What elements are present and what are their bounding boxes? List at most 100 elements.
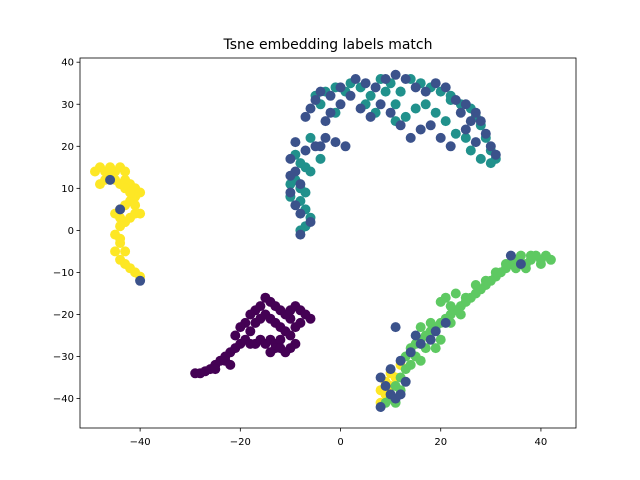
data-point-green-55	[455, 309, 466, 320]
data-point-green-39	[440, 292, 451, 303]
data-point-yellow-22	[135, 208, 146, 219]
y-tick-label: 30	[61, 100, 74, 111]
data-point-blue-17	[460, 99, 471, 110]
data-point-green-44	[480, 275, 491, 286]
data-point-green-46	[500, 259, 511, 269]
data-point-purple-6	[225, 359, 236, 370]
data-point-teal-37	[465, 145, 476, 156]
data-point-blue-55	[115, 204, 126, 215]
data-point-blue-77	[465, 116, 476, 127]
y-axis-ticks: −40 −30 −20 −10 0 10 20 30 40	[53, 58, 80, 405]
y-tick-label: −20	[53, 310, 74, 321]
data-point-blue-59	[440, 317, 451, 328]
data-point-blue-25	[445, 141, 456, 152]
data-point-blue-1	[305, 103, 316, 114]
data-point-blue-26	[435, 132, 446, 143]
data-point-blue-69	[375, 402, 386, 412]
data-point-blue-49	[295, 229, 306, 240]
data-point-teal-38	[450, 128, 461, 139]
data-point-teal-51	[305, 132, 316, 143]
data-point-purple-54	[195, 368, 206, 379]
data-point-blue-41	[290, 137, 301, 148]
data-point-blue-65	[375, 372, 386, 383]
data-point-teal-47	[460, 132, 471, 143]
y-tick-label: 0	[68, 226, 74, 237]
data-point-blue-42	[285, 153, 296, 164]
data-point-teal-12	[285, 179, 296, 190]
data-point-green-51	[435, 334, 446, 345]
data-point-blue-40	[300, 145, 311, 156]
data-point-purple-36	[260, 292, 271, 303]
data-point-purple-51	[230, 330, 241, 341]
data-point-green-43	[470, 280, 481, 290]
data-point-blue-11	[400, 74, 411, 84]
data-point-teal-3	[305, 166, 316, 177]
data-point-teal-36	[475, 153, 486, 164]
data-point-blue-73	[410, 330, 421, 341]
x-tick-label: 40	[535, 437, 548, 448]
data-point-blue-14	[430, 78, 441, 89]
data-point-blue-62	[405, 347, 416, 358]
y-tick-label: −30	[53, 352, 74, 363]
data-point-blue-50	[315, 141, 326, 152]
x-tick-label: 0	[337, 437, 343, 448]
x-axis-ticks: −40 −20 0 20 40	[130, 428, 548, 448]
data-point-green-49	[535, 259, 546, 269]
data-point-green-54	[425, 317, 436, 328]
x-tick-label: −20	[230, 437, 251, 448]
data-point-blue-52	[330, 137, 341, 148]
data-point-blue-12	[410, 82, 421, 93]
data-point-yellow-26	[110, 246, 121, 257]
data-point-teal-44	[390, 99, 401, 110]
data-point-blue-13	[420, 86, 431, 97]
data-point-blue-6	[350, 74, 361, 84]
data-point-blue-48	[305, 217, 316, 227]
data-point-purple-53	[210, 364, 221, 375]
data-point-blue-23	[470, 137, 481, 148]
y-tick-label: −10	[53, 268, 74, 279]
data-point-green-45	[490, 267, 501, 278]
data-point-teal-21	[365, 90, 376, 101]
data-point-teal-45	[380, 86, 391, 97]
y-tick-label: 40	[61, 58, 74, 69]
data-point-blue-38	[320, 116, 331, 127]
data-point-blue-66	[380, 381, 391, 391]
data-point-green-30	[415, 355, 426, 366]
data-point-yellow-38	[115, 233, 126, 244]
data-point-blue-15	[440, 82, 451, 93]
data-point-blue-18	[470, 107, 481, 118]
data-point-teal-43	[400, 111, 411, 122]
data-point-blue-74	[425, 334, 436, 345]
data-point-teal-42	[410, 103, 421, 114]
data-point-blue-8	[370, 82, 381, 93]
data-point-blue-61	[415, 338, 426, 349]
data-point-blue-35	[345, 90, 356, 101]
data-point-teal-52	[315, 153, 326, 164]
data-point-yellow-34	[95, 179, 105, 190]
data-point-purple-29	[285, 330, 296, 341]
data-point-blue-30	[395, 120, 406, 131]
data-point-blue-16	[450, 95, 461, 105]
data-point-teal-39	[440, 116, 451, 127]
data-point-blue-44	[295, 179, 306, 190]
data-point-blue-53	[340, 141, 351, 152]
data-point-purple-45	[295, 317, 306, 328]
data-point-teal-6	[300, 187, 311, 198]
data-point-blue-63	[395, 355, 406, 366]
data-point-purple-49	[275, 343, 286, 354]
data-point-blue-20	[480, 128, 491, 139]
data-point-blue-76	[455, 107, 466, 118]
data-point-purple-44	[305, 313, 316, 324]
data-point-green-48	[525, 250, 536, 261]
data-point-blue-19	[475, 116, 486, 127]
data-point-blue-54	[105, 174, 116, 185]
data-point-blue-28	[415, 124, 426, 135]
data-point-purple-39	[245, 309, 256, 320]
data-point-teal-55	[395, 86, 406, 97]
data-point-blue-46	[290, 200, 301, 211]
data-point-blue-51	[320, 132, 331, 143]
data-point-blue-70	[390, 322, 401, 333]
data-point-blue-37	[325, 107, 336, 118]
